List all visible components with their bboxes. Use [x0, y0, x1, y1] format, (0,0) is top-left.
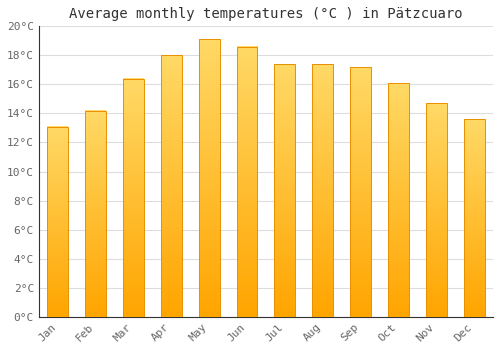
Title: Average monthly temperatures (°C ) in Pätzcuaro: Average monthly temperatures (°C ) in Pä…: [69, 7, 462, 21]
Bar: [274, 64, 295, 317]
Bar: [198, 39, 220, 317]
Bar: [123, 78, 144, 317]
Bar: [388, 83, 409, 317]
Bar: [464, 119, 484, 317]
Bar: [85, 111, 106, 317]
Bar: [350, 67, 371, 317]
Bar: [426, 103, 446, 317]
Bar: [236, 47, 258, 317]
Bar: [161, 55, 182, 317]
Bar: [48, 126, 68, 317]
Bar: [312, 64, 333, 317]
